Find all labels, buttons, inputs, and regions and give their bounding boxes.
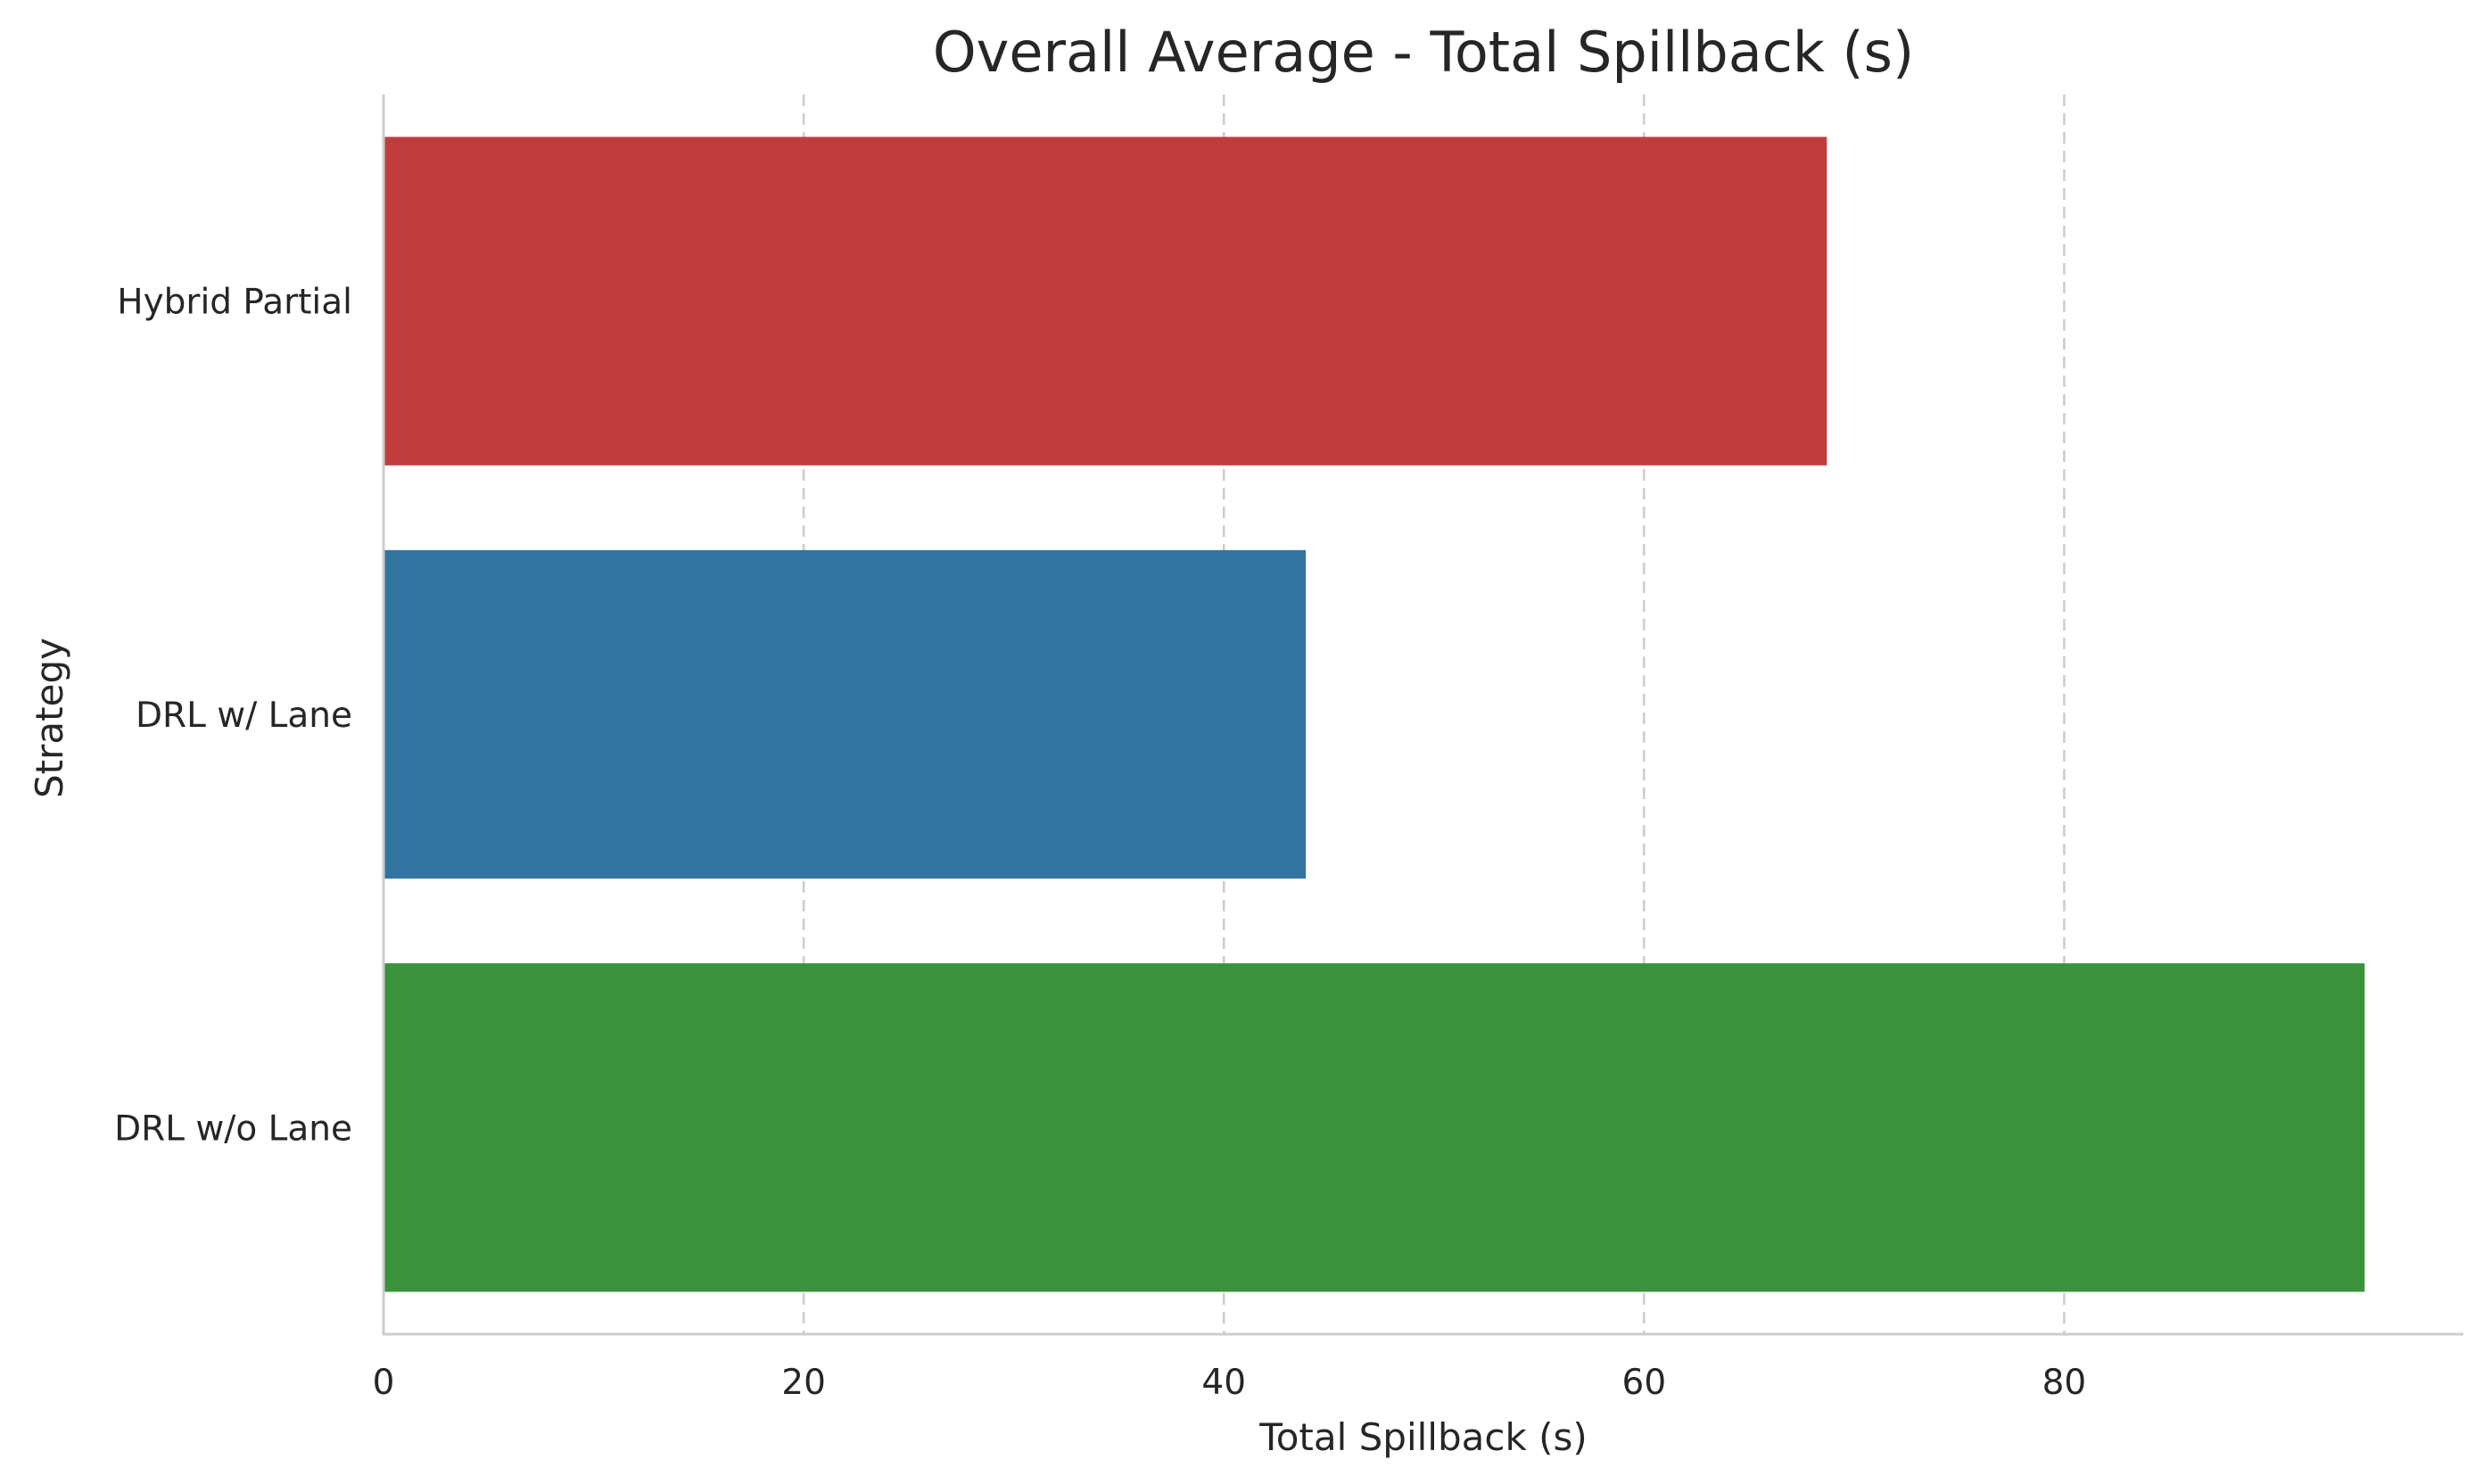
bar [384,549,1307,879]
x-axis-label: Total Spillback (s) [1258,1415,1588,1459]
x-tick-label: 80 [2042,1363,2087,1403]
x-tick-label: 60 [1622,1363,1667,1403]
x-tick-label: 40 [1201,1363,1246,1403]
x-tick-labels: 0 20 40 60 80 [373,1363,2087,1403]
y-tick-label: DRL w/ Lane [136,696,352,736]
y-tick-label: Hybrid Partial [117,283,352,323]
x-tick-label: 0 [373,1363,395,1403]
axes [382,95,2463,1336]
y-axis-label: Strategy [28,638,71,798]
bar [384,963,2365,1292]
bars [384,136,2365,1292]
x-tick-label: 20 [781,1363,826,1403]
bar [384,136,1827,466]
y-tick-label: DRL w/o Lane [114,1109,352,1149]
chart-title: Overall Average - Total Spillback (s) [933,20,1914,85]
y-tick-labels: Hybrid Partial DRL w/ Lane DRL w/o Lane [114,283,352,1150]
